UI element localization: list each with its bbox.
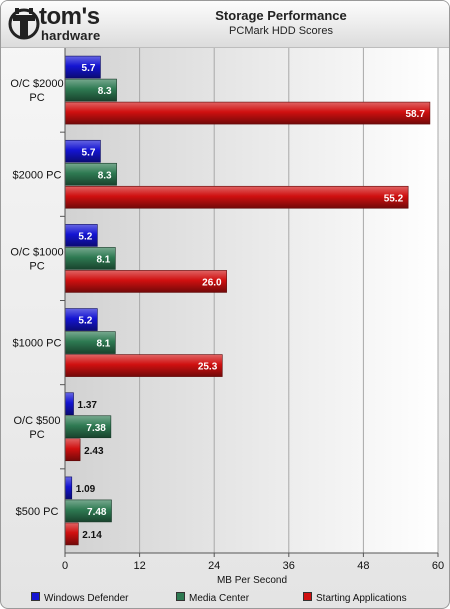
x-tick-label: 24 <box>208 560 220 572</box>
data-label: 1.37 <box>78 400 98 411</box>
plot-area <box>65 48 438 553</box>
data-label: 2.14 <box>82 530 102 541</box>
data-label: 58.7 <box>405 109 425 120</box>
data-label: 8.3 <box>98 170 112 181</box>
data-label: 25.3 <box>198 362 218 373</box>
data-label: 8.1 <box>96 339 110 350</box>
data-label: 26.0 <box>202 277 222 288</box>
x-tick-label: 60 <box>432 560 444 572</box>
x-tick-label: 48 <box>357 560 369 572</box>
bar <box>64 522 79 546</box>
data-label: 55.2 <box>384 193 404 204</box>
data-label: 2.43 <box>84 446 104 457</box>
chart-header: tom's hardware Storage Performance PCMar… <box>1 1 449 48</box>
data-label: 8.1 <box>96 254 110 265</box>
data-label: 5.7 <box>82 147 96 158</box>
data-label: 8.3 <box>98 86 112 97</box>
legend-swatch-starting-applications <box>303 592 312 601</box>
legend-swatch-windows-defender <box>31 592 40 601</box>
category-label: O/C $1000 PC <box>10 246 63 272</box>
logo-brand-text: tom's <box>39 3 100 30</box>
x-axis-label: MB Per Second <box>216 575 288 586</box>
bar <box>64 438 81 462</box>
category-label: O/C $2000 PC <box>10 78 63 104</box>
legend-swatch-media-center <box>176 592 185 601</box>
bar <box>64 392 74 416</box>
data-label: 1.09 <box>76 484 96 495</box>
legend-item-starting-applications: Starting Applications <box>303 592 407 604</box>
legend-label-starting-applications: Starting Applications <box>316 593 407 604</box>
x-tick-label: 12 <box>133 560 145 572</box>
data-label: 5.7 <box>82 63 96 74</box>
data-label: 7.38 <box>86 423 106 434</box>
data-label: 5.2 <box>78 316 92 327</box>
category-label: $2000 PC <box>13 169 62 181</box>
legend-label-media-center: Media Center <box>189 593 250 604</box>
category-label: $1000 PC <box>13 338 62 350</box>
bar <box>64 476 73 500</box>
chart-title: Storage Performance <box>215 8 347 23</box>
bar <box>64 185 409 209</box>
chart-subtitle: PCMark HDD Scores <box>229 25 333 37</box>
legend-item-media-center: Media Center <box>176 592 249 604</box>
chart-legend: Windows Defender Media Center Starting A… <box>1 591 449 607</box>
legend-item-windows-defender: Windows Defender <box>31 592 128 604</box>
category-label: O/C $500 PC <box>13 415 60 441</box>
legend-label-windows-defender: Windows Defender <box>44 593 129 604</box>
x-tick-label: 36 <box>283 560 295 572</box>
bar <box>64 101 431 125</box>
logo-emblem-icon <box>8 8 40 40</box>
x-tick-label: 0 <box>62 560 68 572</box>
data-label: 7.48 <box>87 507 107 518</box>
data-label: 5.2 <box>78 231 92 242</box>
logo-sub-text: hardware <box>41 28 101 43</box>
toms-hardware-logo: tom's hardware <box>7 3 117 45</box>
category-label: $500 PC <box>16 506 59 518</box>
